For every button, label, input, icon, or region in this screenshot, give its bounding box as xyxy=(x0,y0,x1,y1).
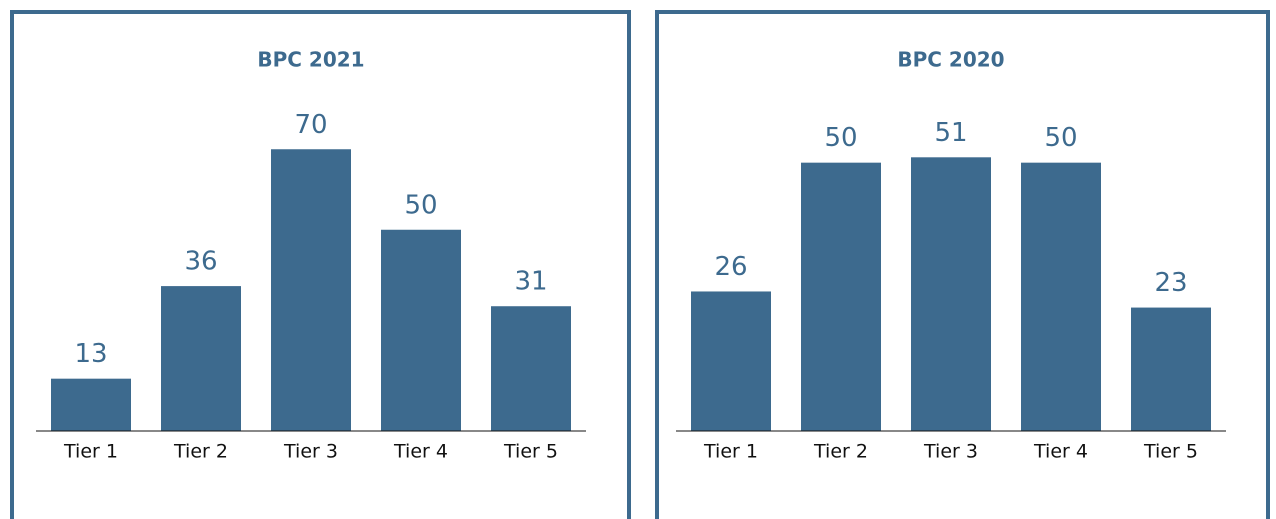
value-label: 50 xyxy=(404,190,437,220)
x-tick-label: Tier 2 xyxy=(173,441,228,463)
x-tick-label: Tier 3 xyxy=(283,441,338,463)
x-tick-label: Tier 1 xyxy=(63,441,118,463)
value-label: 50 xyxy=(824,123,857,153)
value-label: 51 xyxy=(934,118,967,148)
bar xyxy=(1131,307,1211,431)
value-label: 23 xyxy=(1154,268,1187,298)
x-tick-label: Tier 5 xyxy=(503,441,558,463)
bar xyxy=(1021,162,1101,431)
bar xyxy=(801,162,881,431)
panel-border xyxy=(655,10,1270,519)
bar xyxy=(911,157,991,432)
chart-title: BPC 2021 xyxy=(257,48,364,72)
value-label: 50 xyxy=(1044,123,1077,153)
x-tick-label: Tier 4 xyxy=(393,441,448,463)
value-label: 13 xyxy=(74,339,107,369)
bar xyxy=(691,291,771,431)
bar xyxy=(381,229,461,431)
x-tick-label: Tier 1 xyxy=(703,441,758,463)
bar xyxy=(491,306,571,431)
value-label: 26 xyxy=(714,252,747,282)
chart-title: BPC 2020 xyxy=(897,48,1004,72)
bar xyxy=(51,378,131,431)
x-tick-label: Tier 2 xyxy=(813,441,868,463)
panel-border xyxy=(10,10,631,519)
value-label: 70 xyxy=(294,110,327,140)
value-label: 36 xyxy=(184,247,217,277)
bar xyxy=(161,286,241,431)
bar xyxy=(271,149,351,431)
x-tick-label: Tier 3 xyxy=(923,441,978,463)
value-label: 31 xyxy=(514,267,547,297)
x-tick-label: Tier 5 xyxy=(1143,441,1198,463)
x-tick-label: Tier 4 xyxy=(1033,441,1088,463)
